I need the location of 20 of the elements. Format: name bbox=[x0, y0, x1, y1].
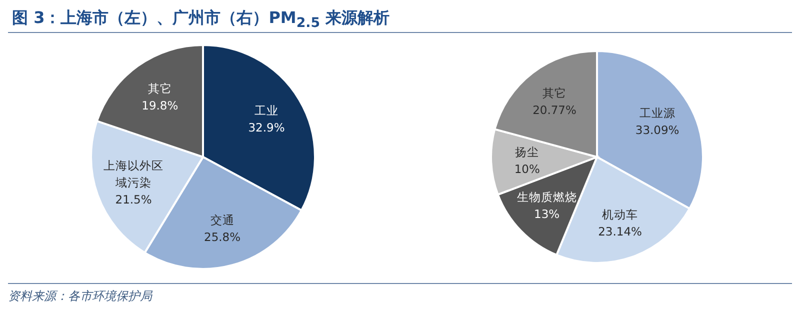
slice-label: 机动车 bbox=[602, 208, 638, 222]
data-label: 20.77% bbox=[532, 102, 577, 117]
slice-label: 工业 bbox=[254, 104, 279, 118]
data-label: 25.8% bbox=[204, 230, 241, 244]
data-label: 32.9% bbox=[248, 120, 285, 135]
slice-label: 其它 bbox=[148, 81, 172, 96]
data-label: 19.8% bbox=[142, 98, 178, 112]
chart-title: 图 3：上海市（左）、广州市（右）PM$_{2.5}$ 来源解析 bbox=[8, 8, 792, 33]
data-label: 23.14% bbox=[598, 224, 642, 239]
data-label: 13% bbox=[534, 207, 560, 222]
slice-label: 工业源 bbox=[639, 106, 676, 120]
slice-label: 扬尘 bbox=[515, 144, 540, 159]
slice-label: 生物质燃烧 bbox=[516, 190, 577, 204]
slice-label: 其它 bbox=[542, 86, 567, 100]
slice-label: 上海以外区域污染 bbox=[104, 158, 164, 190]
text: 资料来源：各市环境保护局 bbox=[8, 288, 154, 305]
data-label: 21.5% bbox=[115, 192, 152, 206]
data-label: 33.09% bbox=[635, 123, 680, 138]
slice-label: 交通 bbox=[210, 212, 234, 227]
data-label: 10% bbox=[514, 162, 540, 176]
